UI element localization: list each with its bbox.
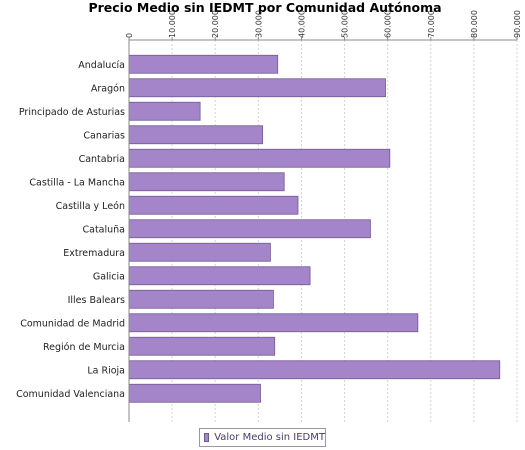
category-label: La Rioja [87,365,125,376]
category-label: Comunidad de Madrid [20,318,125,329]
category-labels: Andalucía Aragón Principado de Asturias Can… [16,60,125,400]
x-tick-label: 90.000 [513,10,522,38]
x-tick-label: 20.000 [211,10,220,38]
bar [128,125,264,145]
category-label: Castilla - La Mancha [29,177,125,188]
category-label: Castilla y León [56,201,125,212]
x-tick-label: 60.000 [384,10,393,38]
bar [128,336,276,356]
category-label: Illes Balears [68,295,125,306]
bar [128,360,501,380]
bars [128,54,501,403]
category-label: Andalucía [78,60,125,71]
category-label: Principado de Asturias [19,107,125,118]
x-tick-label: 50.000 [341,10,350,38]
x-tick-label: 80.000 [470,10,479,38]
category-label: Aragón [91,83,125,94]
legend-swatch [204,433,210,442]
category-label: Región de Murcia [43,342,125,353]
bar [128,219,371,239]
category-label: Comunidad Valenciana [16,389,125,400]
x-tick-label: 40.000 [297,10,306,38]
category-label: Cataluña [82,224,125,235]
bar [128,172,285,192]
bar [128,78,386,98]
bar [128,54,279,74]
bar [128,313,419,333]
bar [128,148,391,168]
bar [128,242,271,262]
category-label: Galicia [93,271,125,282]
x-axis-ticks: 0 10.000 20.000 30.000 40.000 50.000 60.000 70.… [125,10,522,38]
x-tick-label: 0 [125,33,134,38]
bar [128,101,201,121]
legend: Valor Medio sin IEDMT [199,428,326,447]
x-tick-label: 30.000 [254,10,263,38]
x-tick-label: 10.000 [168,10,177,38]
bar [128,195,299,215]
axes [128,37,518,422]
bar [128,266,311,286]
bar [128,289,274,309]
bar [128,383,261,403]
legend-label: Valor Medio sin IEDMT [214,432,325,443]
x-tick-label: 70.000 [427,10,436,38]
category-label: Cantabria [79,154,125,165]
category-label: Canarias [83,130,125,141]
category-label: Extremadura [63,248,125,259]
chart-title: Precio Medio sin IEDMT por Comunidad Aut… [88,0,441,15]
